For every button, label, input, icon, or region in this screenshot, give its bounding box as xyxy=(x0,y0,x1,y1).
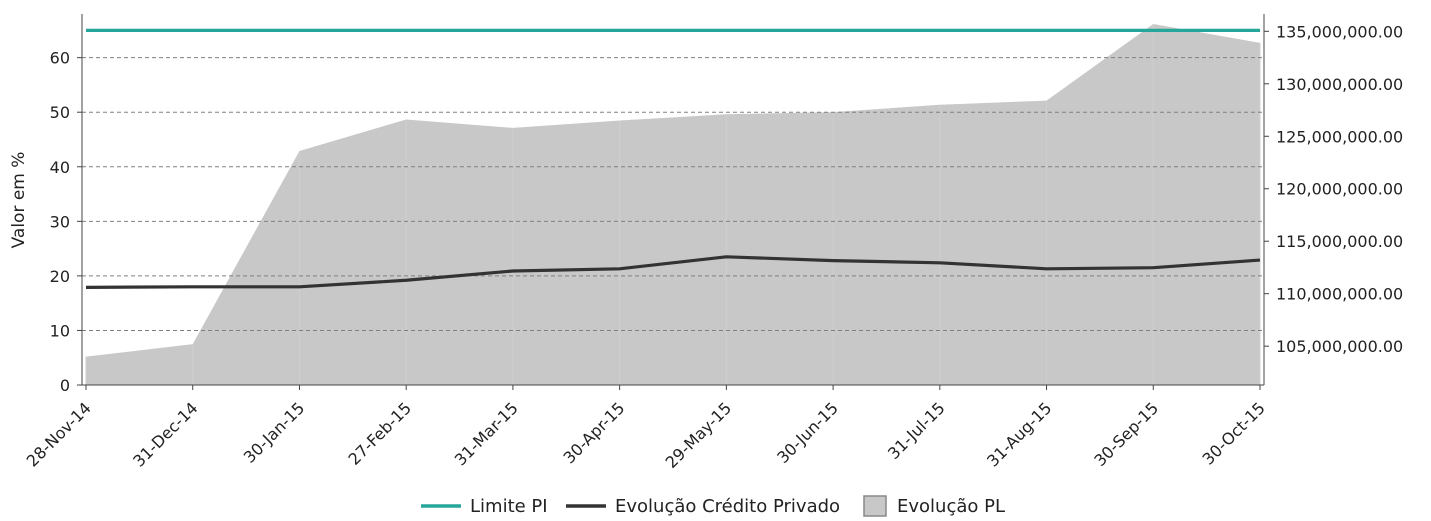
x-tick-label: 31-Dec-14 xyxy=(129,398,201,470)
x-tick-label: 30-Sep-15 xyxy=(1090,398,1162,470)
y-tick-label-left: 40 xyxy=(50,158,70,177)
x-tick-label: 30-Oct-15 xyxy=(1199,398,1269,468)
y-tick-label-left: 30 xyxy=(50,212,70,231)
series-lines xyxy=(85,28,1261,289)
y-tick-label-right: 125,000,000.00 xyxy=(1276,127,1403,146)
y-tick-label-left: 60 xyxy=(50,49,70,68)
x-tick-label: 28-Nov-14 xyxy=(23,398,95,470)
series-evolucao-pl-area xyxy=(86,23,1260,385)
y-tick-label-left: 20 xyxy=(50,267,70,286)
x-tick-label: 27-Feb-15 xyxy=(345,398,415,468)
series-evolucao-credito-privado-line xyxy=(85,255,1261,289)
y-tick-label-right: 135,000,000.00 xyxy=(1276,22,1403,41)
legend: Limite PI Evolução Crédito Privado Evoluçã… xyxy=(421,495,1005,517)
legend-swatch xyxy=(863,495,887,517)
y-tick-label-left: 50 xyxy=(50,103,70,122)
y-tick-label-left: 10 xyxy=(50,321,70,340)
y-tick-label-right: 110,000,000.00 xyxy=(1276,285,1403,304)
legend-label: Evolução Crédito Privado xyxy=(615,496,840,517)
x-tick-label: 29-May-15 xyxy=(662,398,736,472)
x-tick-label: 31-Aug-15 xyxy=(983,398,1055,470)
y-tick-label-right: 105,000,000.00 xyxy=(1276,337,1403,356)
x-tick-label: 30-Jun-15 xyxy=(773,398,842,467)
pl-area-layer xyxy=(85,23,1261,385)
y-axis-left-label: Valor em % xyxy=(9,152,29,249)
x-tick-label: 31-Jul-15 xyxy=(884,398,949,463)
x-tick-label: 31-Mar-15 xyxy=(451,398,522,469)
y-tick-label-right: 115,000,000.00 xyxy=(1276,232,1403,251)
gridlines xyxy=(82,57,1264,331)
y-tick-label-right: 130,000,000.00 xyxy=(1276,75,1403,94)
x-tick-label: 30-Apr-15 xyxy=(559,398,628,467)
legend-label: Evolução PL xyxy=(897,496,1005,517)
x-tick-label: 30-Jan-15 xyxy=(240,398,308,466)
y-tick-label-left: 0 xyxy=(60,376,70,395)
y-tick-label-right: 120,000,000.00 xyxy=(1276,180,1403,199)
legend-label: Limite PI xyxy=(470,496,548,517)
